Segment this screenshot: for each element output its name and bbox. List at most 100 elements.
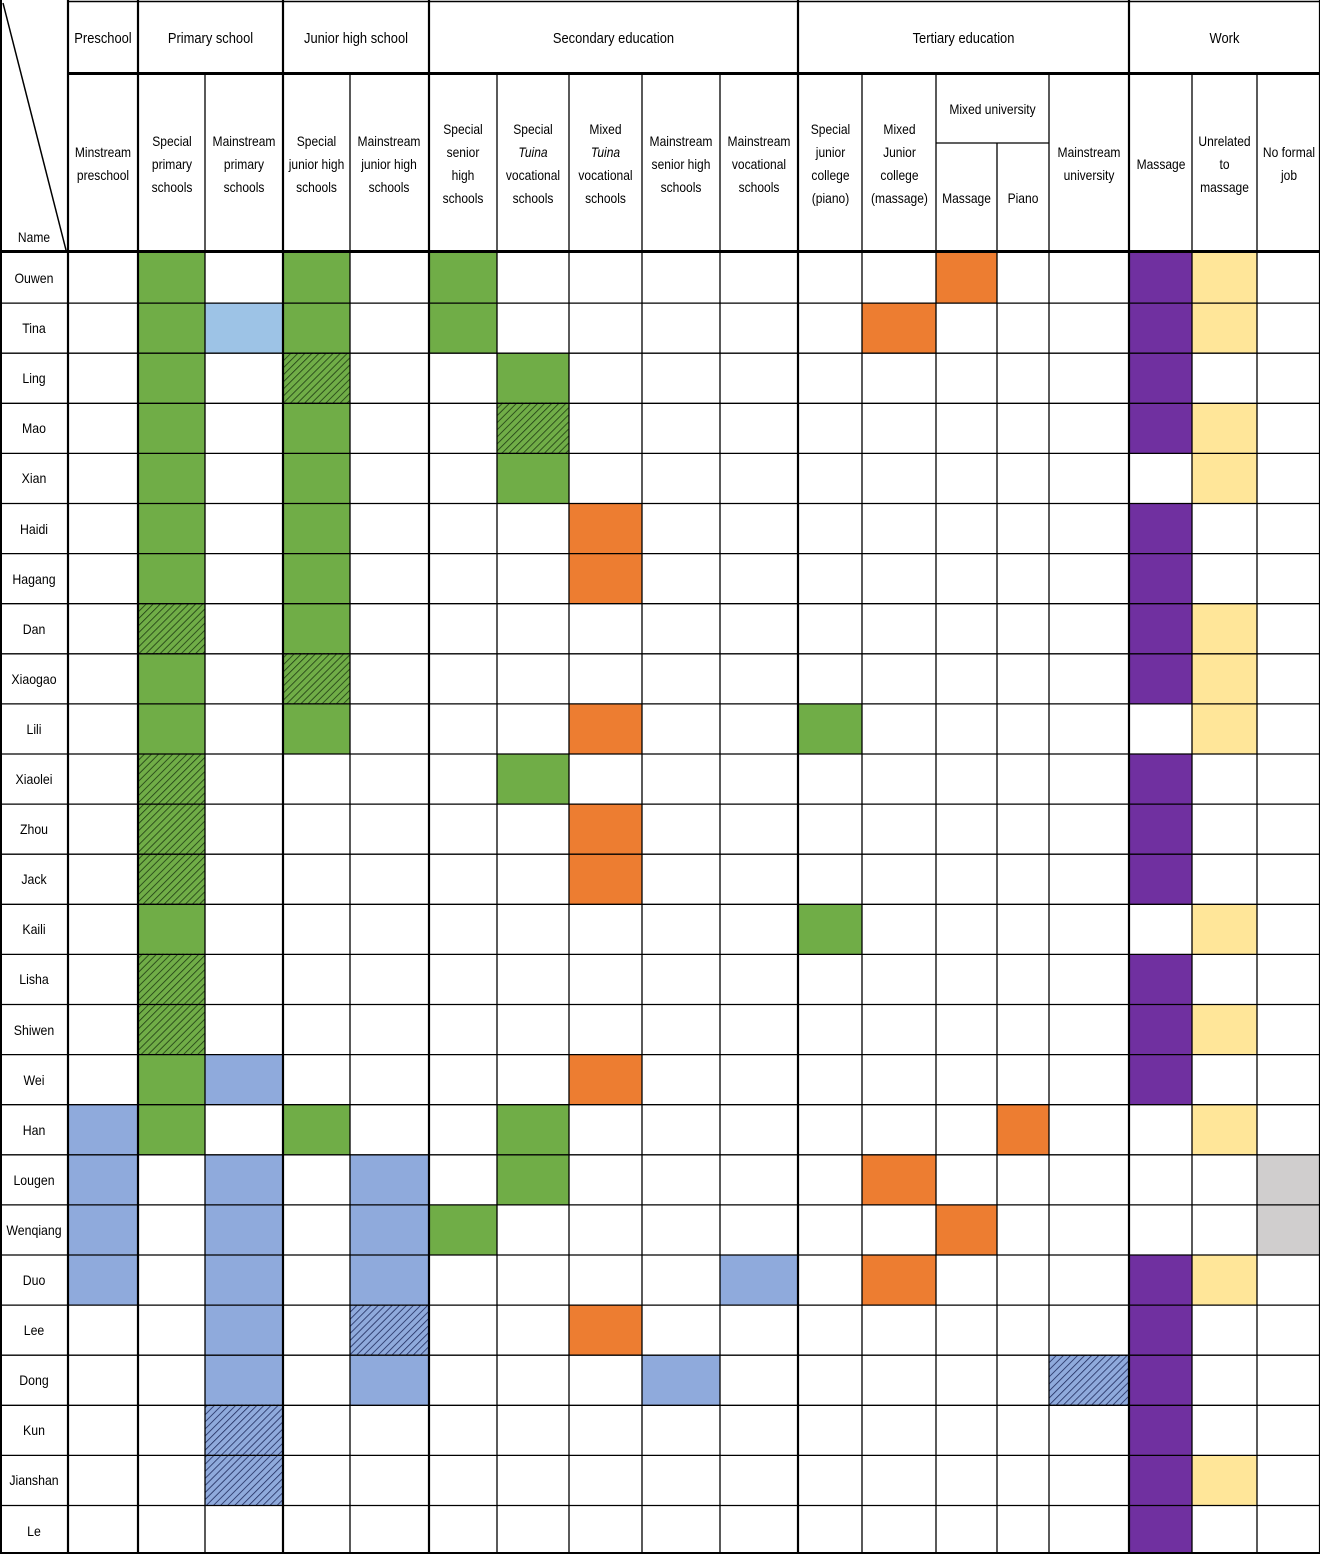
cell-xiaogao-col1 [138, 653, 205, 704]
cell-duo-col15 [1129, 1255, 1192, 1306]
cell-lee-col7 [569, 1305, 642, 1356]
cell-xian-col1 [138, 453, 205, 504]
cell-shiwen-col15 [1129, 1004, 1192, 1055]
cell-lougen-col6 [497, 1154, 569, 1205]
cell-jianshan-col15 [1129, 1455, 1192, 1506]
cell-ouwen-col15 [1129, 253, 1192, 304]
cell-wenqiang-col0 [68, 1204, 138, 1255]
cell-tina-col16 [1192, 303, 1257, 354]
cell-wenqiang-col2 [205, 1204, 283, 1255]
row-name-wei: Wei [23, 1071, 45, 1088]
cell-kun-col15 [1129, 1405, 1192, 1456]
cell-ouwen-col3 [283, 253, 350, 304]
cell-tina-col15 [1129, 303, 1192, 354]
row-name-wenqiang: Wenqiang [6, 1221, 62, 1238]
cell-mao-col1 [138, 403, 205, 454]
column-header-mixed-university-piano: Piano [1007, 190, 1039, 206]
cell-duo-col0 [68, 1255, 138, 1306]
column-header-special-primary: Special primary schools [151, 132, 193, 195]
cell-duo-col2 [205, 1255, 283, 1306]
cell-lougen-col0 [68, 1154, 138, 1205]
cell-xiaogao-col15 [1129, 653, 1192, 704]
cell-kaili-col1 [138, 904, 205, 955]
cell-kaili-col10 [798, 904, 862, 955]
cell-wenqiang-col17 [1257, 1204, 1320, 1255]
row-name-zhou: Zhou [19, 821, 49, 838]
row-name-mao: Mao [22, 420, 46, 437]
cell-han-col1 [138, 1104, 205, 1155]
cell-haidi-col15 [1129, 503, 1192, 554]
row-name-dan: Dan [22, 620, 46, 637]
cell-hagang-col1 [138, 553, 205, 604]
cell-ling-col3 [282, 352, 351, 404]
cell-dan-col3 [283, 603, 350, 654]
column-header-mainstream-preschool: Minstream preschool [74, 144, 132, 183]
cell-lougen-col2 [205, 1154, 283, 1205]
column-header-special-tuina-vocational: Special Tuina vocational schools [505, 121, 561, 206]
cell-zhou-col15 [1129, 804, 1192, 855]
row-name-ouwen: Ouwen [14, 270, 54, 287]
column-header-mixed-junior-college-massage: Mixed Junior college (massage) [871, 121, 928, 206]
cell-lili-col7 [569, 703, 642, 754]
cell-lee-col4 [349, 1304, 430, 1356]
cell-wei-col1 [138, 1054, 205, 1105]
cell-wenqiang-col12 [936, 1204, 997, 1255]
cell-mao-col3 [283, 403, 350, 454]
row-name-lisha: Lisha [19, 971, 49, 988]
cell-xiaogao-col3 [282, 653, 351, 705]
cell-lee-col2 [205, 1305, 283, 1356]
cell-dong-col14 [1048, 1354, 1130, 1406]
cell-xian-col16 [1192, 453, 1257, 504]
cell-ouwen-col12 [936, 253, 997, 304]
group-header-primary: Primary school [167, 29, 254, 47]
cell-haidi-col7 [569, 503, 642, 554]
row-name-ling: Ling [22, 370, 46, 387]
cell-zhou-col1 [137, 803, 206, 855]
column-header-mixed-tuina-vocational: Mixed Tuina vocational schools [578, 121, 633, 206]
cell-hagang-col15 [1129, 553, 1192, 604]
row-name-le: Le [27, 1522, 41, 1539]
cell-han-col3 [283, 1104, 350, 1155]
cell-lougen-col11 [862, 1154, 936, 1205]
cell-mao-col15 [1129, 403, 1192, 454]
cell-jack-col7 [569, 854, 642, 905]
column-header-special-senior-high: Special senior high schools [442, 121, 484, 206]
cell-shiwen-col1 [137, 1004, 206, 1056]
column-header-special-junior-college-piano: Special junior college (piano) [810, 121, 851, 206]
cell-lisha-col15 [1129, 954, 1192, 1005]
cell-jack-col15 [1129, 854, 1192, 905]
cell-xian-col6 [497, 453, 569, 504]
row-name-xiaolei: Xiaolei [15, 771, 53, 788]
cell-tina-col11 [862, 303, 936, 354]
column-header-mainstream-university: Mainstream university [1057, 144, 1121, 183]
row-name-jianshan: Jianshan [9, 1472, 59, 1489]
cell-kaili-col16 [1192, 904, 1257, 955]
cell-mao-col6 [496, 402, 570, 454]
cell-dong-col15 [1129, 1355, 1192, 1406]
cell-dan-col15 [1129, 603, 1192, 654]
cell-lisha-col1 [137, 953, 206, 1006]
cell-lougen-col4 [350, 1154, 429, 1205]
cell-wei-col15 [1129, 1054, 1192, 1105]
cell-hagang-col7 [569, 553, 642, 604]
cell-tina-col2 [205, 303, 283, 354]
cell-wei-col2 [205, 1054, 283, 1105]
cell-dong-col2 [205, 1355, 283, 1406]
cell-haidi-col3 [283, 503, 350, 554]
group-header-secondary: Secondary education [552, 29, 675, 47]
column-header-special-junior-high: Special junior high schools [288, 132, 345, 195]
row-name-duo: Duo [22, 1272, 46, 1289]
row-name-lougen: Lougen [13, 1171, 55, 1188]
column-header-mainstream-junior-high: Mainstream junior high schools [357, 132, 421, 195]
group-header-preschool: Preschool [74, 29, 132, 47]
row-name-tina: Tina [22, 320, 46, 337]
cell-ouwen-col16 [1192, 253, 1257, 304]
cell-duo-col16 [1192, 1255, 1257, 1306]
cell-xiaolei-col15 [1129, 754, 1192, 805]
row-name-jack: Jack [21, 871, 47, 888]
cell-le-col15 [1129, 1505, 1192, 1554]
row-name-han: Han [22, 1121, 46, 1138]
corner-name-label: Name [17, 228, 51, 245]
cell-duo-col4 [350, 1255, 429, 1306]
